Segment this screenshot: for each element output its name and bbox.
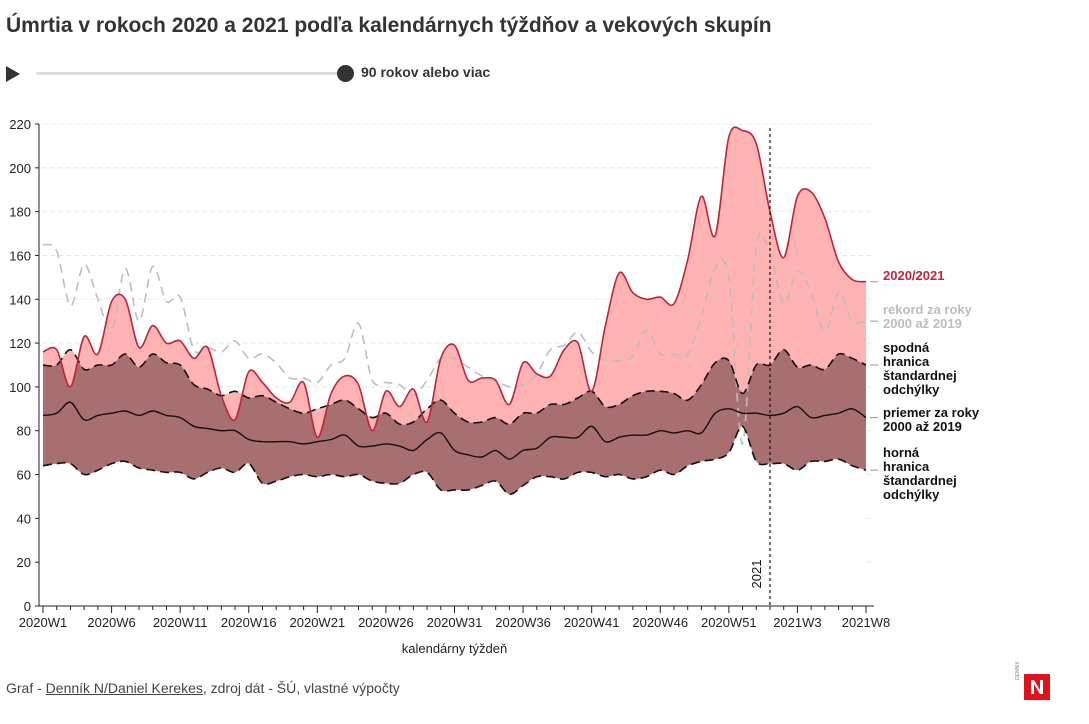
- x-tick-label: 2020W26: [358, 615, 414, 630]
- x-tick-label: 2020W31: [427, 615, 483, 630]
- slider-handle[interactable]: [337, 65, 354, 82]
- y-tick-label: 100: [9, 380, 31, 395]
- y-tick-label: 220: [9, 117, 31, 132]
- x-tick-label: 2020W41: [564, 615, 620, 630]
- x-tick-label: 2021W3: [773, 615, 821, 630]
- source-prefix: Graf -: [6, 680, 46, 696]
- y-tick-label: 60: [17, 468, 31, 483]
- source-note: Graf - Denník N/Daniel Kerekes, zdroj dá…: [6, 680, 400, 696]
- x-tick-label: 2020W46: [632, 615, 688, 630]
- author-link[interactable]: Denník N/Daniel Kerekes: [45, 680, 203, 696]
- mean-line: [42, 401, 867, 460]
- y-tick-label: 200: [9, 161, 31, 176]
- current-line: [42, 126, 867, 439]
- x-axis-label: kalendárny týždeň: [402, 641, 508, 656]
- x-tick-label: 2020W6: [87, 615, 135, 630]
- y-tick-label: 140: [9, 292, 31, 307]
- y-tick-label: 120: [9, 336, 31, 351]
- legend-record: rekord za roky 2000 až 2019: [883, 302, 973, 331]
- record-line: [42, 232, 867, 445]
- play-icon[interactable]: [6, 66, 20, 82]
- chart-title: Úmrtia v rokoch 2020 a 2021 podľa kalend…: [6, 14, 772, 37]
- y-tick-label: 80: [17, 424, 31, 439]
- below-lower-mask: [43, 426, 866, 606]
- x-tick-label: 2020W36: [495, 615, 551, 630]
- legend: 2020/2021 rekord za roky 2000 až 2019 spodn…: [870, 268, 980, 502]
- upper-bound-line: [42, 348, 867, 426]
- y-tick-label: 180: [9, 205, 31, 220]
- legend-lower: horná hranica štandardnej odchýlky: [883, 445, 957, 502]
- chart-svg: 2021 0 20 40 60 80 100 120 140 160 180 200 220 2020W…: [9, 117, 980, 656]
- lower-bound-line: [42, 425, 867, 496]
- animation-controls: 90 rokov alebo viac: [0, 58, 700, 88]
- year-marker-label: 2021: [749, 560, 764, 589]
- slider-label: 90 rokov alebo viac: [361, 64, 491, 80]
- axes: 0 20 40 60 80 100 120 140 160 180 200 220 2020W1 2020…: [9, 117, 890, 656]
- x-tick-label: 2020W21: [290, 615, 346, 630]
- legend-mean: priemer za roky 2000 až 2019: [883, 405, 980, 434]
- x-tick-label: 2020W1: [19, 615, 67, 630]
- slider-track[interactable]: [36, 72, 346, 75]
- x-tick-label: 2021W8: [842, 615, 890, 630]
- x-tick-label: 2020W11: [153, 615, 208, 630]
- y-tick-label: 40: [17, 511, 31, 526]
- legend-current: 2020/2021: [883, 268, 944, 283]
- lines: 2021: [42, 126, 867, 606]
- y-tick-label: 160: [9, 248, 31, 263]
- logo-tag: DENNÍK: [1015, 661, 1021, 680]
- y-tick-label: 0: [24, 599, 31, 614]
- excess-area: [43, 127, 866, 438]
- x-tick-label: 2020W51: [701, 615, 757, 630]
- y-tick-label: 20: [17, 555, 31, 570]
- areas: [43, 127, 866, 606]
- legend-upper: spodná hranica štandardnej odchýlky: [883, 340, 957, 397]
- x-tick-label: 2020W16: [221, 615, 277, 630]
- dennik-n-logo[interactable]: DENNÍK: [1015, 661, 1050, 700]
- n-letter-icon: [1031, 680, 1043, 694]
- source-suffix: , zdroj dát - ŠÚ, vlastné výpočty: [202, 680, 400, 696]
